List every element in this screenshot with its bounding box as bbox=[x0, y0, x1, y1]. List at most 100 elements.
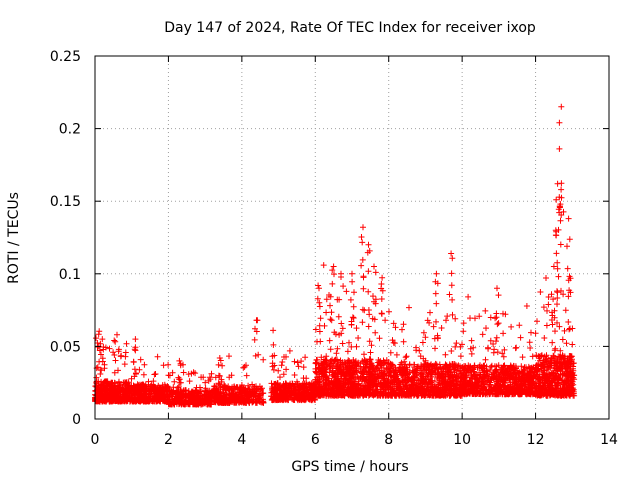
data-point bbox=[375, 367, 382, 374]
data-point bbox=[236, 399, 243, 406]
data-point bbox=[152, 371, 159, 377]
data-point bbox=[523, 365, 529, 372]
data-point bbox=[500, 374, 507, 381]
data-point bbox=[497, 389, 504, 396]
data-point bbox=[467, 364, 474, 371]
data-point bbox=[484, 373, 491, 380]
data-point bbox=[393, 351, 400, 358]
data-point bbox=[415, 387, 422, 394]
data-point bbox=[202, 385, 209, 392]
data-point bbox=[172, 397, 179, 404]
data-point bbox=[399, 378, 406, 385]
data-point bbox=[436, 372, 443, 379]
data-point bbox=[489, 384, 495, 391]
data-point bbox=[116, 391, 123, 397]
data-point bbox=[202, 379, 209, 386]
data-point bbox=[327, 316, 334, 323]
data-point bbox=[274, 390, 281, 397]
data-point bbox=[485, 344, 491, 351]
data-point bbox=[296, 393, 303, 400]
data-point bbox=[268, 380, 275, 387]
data-point bbox=[322, 364, 328, 371]
data-point bbox=[131, 366, 138, 373]
data-point bbox=[289, 380, 296, 387]
data-point bbox=[461, 365, 468, 372]
data-point bbox=[194, 389, 201, 396]
data-point bbox=[386, 308, 392, 315]
data-point bbox=[500, 330, 507, 337]
data-point bbox=[336, 364, 343, 371]
data-point bbox=[377, 358, 384, 365]
data-point bbox=[400, 338, 407, 345]
data-point bbox=[342, 376, 349, 383]
data-point bbox=[478, 364, 485, 371]
data-point bbox=[476, 313, 483, 320]
data-point bbox=[527, 373, 534, 380]
data-point bbox=[111, 369, 118, 376]
data-point bbox=[280, 371, 287, 378]
data-point bbox=[327, 346, 334, 353]
data-point bbox=[283, 353, 289, 360]
data-point bbox=[357, 369, 364, 376]
data-point bbox=[401, 364, 408, 371]
data-point bbox=[138, 383, 144, 389]
data-point bbox=[408, 381, 415, 388]
data-point bbox=[283, 396, 290, 403]
data-point bbox=[417, 372, 424, 379]
data-point bbox=[347, 375, 354, 382]
data-point bbox=[551, 347, 558, 354]
data-point bbox=[148, 387, 155, 394]
data-point bbox=[326, 292, 332, 298]
data-point bbox=[428, 386, 435, 392]
data-point bbox=[541, 374, 548, 381]
data-point bbox=[282, 384, 289, 391]
data-point bbox=[406, 362, 413, 369]
data-point bbox=[287, 386, 294, 393]
data-point bbox=[318, 370, 325, 377]
data-point bbox=[338, 370, 345, 377]
data-point bbox=[433, 318, 439, 325]
data-point bbox=[256, 390, 263, 397]
data-point bbox=[367, 384, 374, 391]
data-point bbox=[226, 353, 232, 360]
data-point bbox=[203, 391, 210, 398]
data-point bbox=[483, 325, 489, 332]
data-point bbox=[337, 357, 344, 364]
data-point bbox=[453, 377, 460, 384]
data-point bbox=[361, 351, 367, 358]
data-point bbox=[191, 399, 198, 406]
data-point bbox=[400, 373, 407, 379]
data-point bbox=[380, 391, 387, 398]
data-point bbox=[534, 318, 540, 325]
data-point bbox=[390, 339, 397, 346]
data-point bbox=[480, 386, 487, 392]
data-point bbox=[387, 349, 394, 356]
data-point bbox=[212, 385, 219, 392]
data-point bbox=[558, 365, 565, 372]
data-point bbox=[545, 294, 552, 300]
data-point bbox=[507, 364, 514, 371]
data-point bbox=[359, 319, 366, 326]
data-point bbox=[121, 379, 128, 386]
data-point bbox=[493, 310, 500, 317]
data-point bbox=[439, 382, 445, 389]
data-point bbox=[378, 362, 384, 369]
data-point bbox=[254, 385, 261, 392]
data-point bbox=[334, 345, 341, 352]
data-point bbox=[425, 383, 432, 390]
data-point bbox=[365, 288, 372, 295]
data-point bbox=[394, 375, 401, 382]
data-point bbox=[457, 353, 464, 360]
data-point bbox=[325, 392, 332, 399]
data-point bbox=[390, 320, 397, 327]
data-point bbox=[472, 372, 479, 379]
data-point bbox=[421, 363, 428, 370]
data-point bbox=[362, 385, 368, 392]
data-point bbox=[494, 349, 501, 356]
data-point bbox=[350, 357, 357, 363]
data-point bbox=[134, 394, 140, 401]
data-point bbox=[410, 392, 417, 399]
data-point bbox=[533, 362, 540, 369]
data-point bbox=[228, 393, 235, 399]
data-point bbox=[382, 317, 389, 324]
